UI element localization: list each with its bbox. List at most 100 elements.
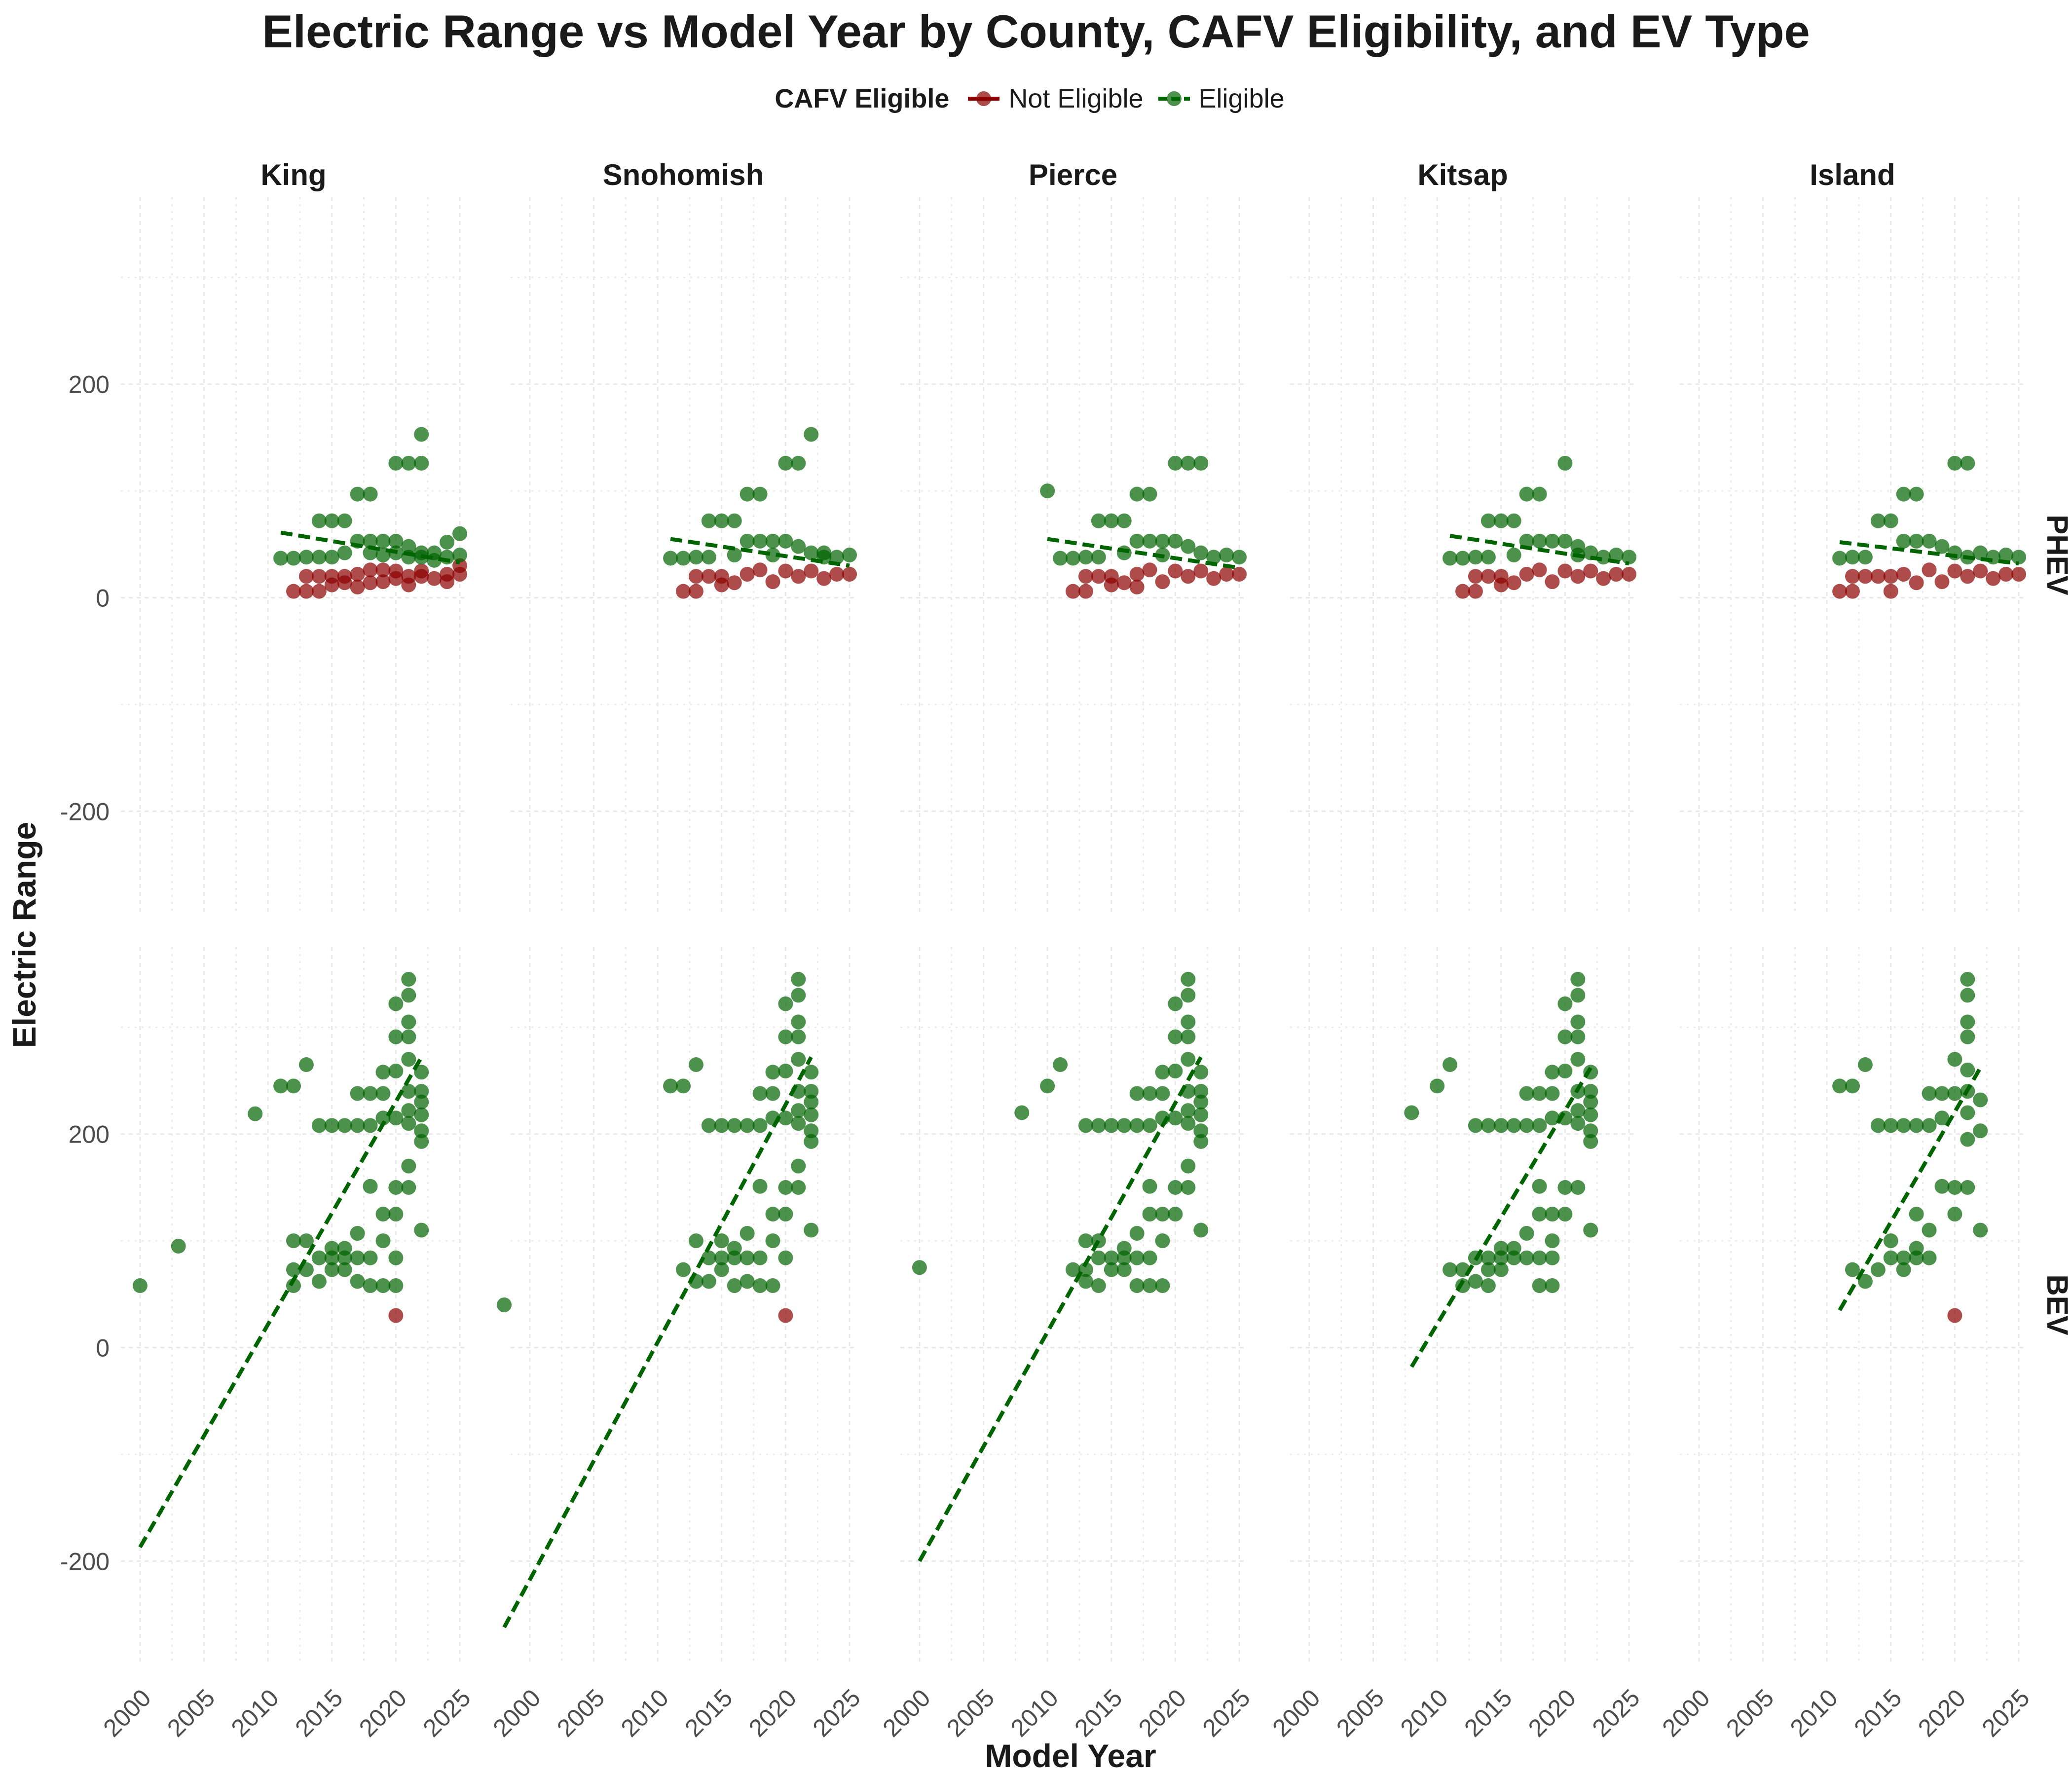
point-eligible bbox=[791, 1180, 806, 1195]
point-eligible bbox=[298, 1057, 314, 1073]
point-eligible bbox=[791, 1052, 806, 1067]
point-not-eligible bbox=[1155, 574, 1170, 590]
point-eligible bbox=[414, 1123, 429, 1139]
point-eligible bbox=[1896, 1250, 1911, 1265]
point-eligible bbox=[1557, 1207, 1573, 1222]
point-eligible bbox=[791, 1158, 806, 1174]
x-tick-label: 2005 bbox=[941, 1684, 999, 1742]
panel-pierce-phev bbox=[1040, 455, 1247, 599]
point-eligible bbox=[663, 551, 678, 566]
point-eligible bbox=[1519, 533, 1534, 549]
point-eligible bbox=[1922, 1118, 1937, 1133]
x-tick-label: 2015 bbox=[1849, 1684, 1907, 1742]
point-eligible bbox=[1570, 971, 1586, 987]
point-eligible bbox=[1934, 1110, 1950, 1126]
point-eligible bbox=[311, 550, 327, 565]
point-eligible bbox=[286, 1078, 301, 1094]
point-not-eligible bbox=[311, 584, 327, 599]
point-not-eligible bbox=[401, 577, 416, 592]
point-eligible bbox=[1583, 1123, 1598, 1139]
point-eligible bbox=[1142, 1179, 1157, 1194]
point-eligible bbox=[414, 427, 429, 442]
point-eligible bbox=[1142, 533, 1157, 549]
point-eligible bbox=[1091, 1250, 1106, 1265]
point-eligible bbox=[1181, 1103, 1196, 1118]
point-eligible bbox=[1480, 1118, 1496, 1133]
point-eligible bbox=[714, 1233, 729, 1249]
point-eligible bbox=[1883, 513, 1898, 528]
point-eligible bbox=[1947, 1052, 1962, 1067]
point-not-eligible bbox=[414, 569, 429, 584]
panel-grid-king-bev bbox=[121, 947, 466, 1663]
point-eligible bbox=[1155, 1086, 1170, 1101]
point-eligible bbox=[311, 1274, 327, 1289]
point-not-eligible bbox=[1609, 566, 1624, 582]
point-eligible bbox=[1545, 1207, 1560, 1222]
point-eligible bbox=[1129, 486, 1145, 502]
point-not-eligible bbox=[765, 574, 780, 590]
point-eligible bbox=[1532, 486, 1547, 502]
point-eligible bbox=[804, 1134, 819, 1149]
point-not-eligible bbox=[1845, 584, 1860, 599]
point-eligible bbox=[791, 988, 806, 1003]
x-tick-label: 2015 bbox=[679, 1684, 738, 1742]
point-eligible bbox=[1857, 1057, 1873, 1073]
point-eligible bbox=[1430, 1078, 1445, 1094]
x-tick-label: 2020 bbox=[1133, 1684, 1191, 1742]
point-eligible bbox=[752, 1086, 768, 1101]
point-eligible bbox=[1870, 1262, 1886, 1277]
point-eligible bbox=[1181, 1116, 1196, 1131]
point-eligible bbox=[1129, 1086, 1145, 1101]
point-not-eligible bbox=[842, 566, 857, 582]
point-eligible bbox=[298, 550, 314, 565]
point-eligible bbox=[1193, 455, 1209, 471]
point-eligible bbox=[740, 1274, 755, 1289]
point-eligible bbox=[1583, 1107, 1598, 1122]
point-eligible bbox=[714, 513, 729, 528]
point-not-eligible bbox=[1168, 563, 1183, 579]
point-not-eligible bbox=[1506, 575, 1521, 591]
point-eligible bbox=[1493, 1118, 1509, 1133]
point-eligible bbox=[714, 1250, 729, 1265]
x-tick-label: 2000 bbox=[1657, 1684, 1715, 1742]
point-eligible bbox=[778, 533, 793, 549]
point-eligible bbox=[1947, 1207, 1962, 1222]
legend-label-not-eligible: Not Eligible bbox=[1008, 84, 1144, 113]
point-eligible bbox=[1116, 1118, 1132, 1133]
point-eligible bbox=[752, 1179, 768, 1194]
point-eligible bbox=[1570, 1180, 1586, 1195]
point-eligible bbox=[414, 1134, 429, 1149]
point-eligible bbox=[1532, 1278, 1547, 1294]
point-not-eligible bbox=[324, 577, 339, 592]
point-eligible bbox=[1570, 1116, 1586, 1131]
x-tick-label: 2010 bbox=[226, 1684, 284, 1742]
point-not-eligible bbox=[1832, 584, 1848, 599]
point-eligible bbox=[804, 1107, 819, 1122]
point-eligible bbox=[765, 1207, 780, 1222]
trend-line-eligible bbox=[1838, 1067, 1982, 1311]
point-eligible bbox=[1922, 1222, 1937, 1238]
point-eligible bbox=[1947, 545, 1962, 560]
point-eligible bbox=[1545, 1278, 1560, 1294]
point-eligible bbox=[298, 1233, 314, 1249]
point-eligible bbox=[1443, 1057, 1458, 1073]
point-eligible bbox=[1116, 1241, 1132, 1256]
point-not-eligible bbox=[1455, 584, 1470, 599]
point-eligible bbox=[1168, 1064, 1183, 1079]
point-eligible bbox=[1545, 533, 1560, 549]
point-eligible bbox=[1570, 1029, 1586, 1044]
point-eligible bbox=[1142, 486, 1157, 502]
point-not-eligible bbox=[727, 575, 742, 591]
point-eligible bbox=[778, 1110, 793, 1126]
point-eligible bbox=[765, 1233, 780, 1249]
facet-strip-king: King bbox=[260, 158, 326, 191]
panel-grid-snohomish-bev bbox=[511, 947, 856, 1663]
point-not-eligible bbox=[1960, 569, 1975, 584]
point-eligible bbox=[676, 1262, 691, 1277]
point-not-eligible bbox=[1845, 569, 1860, 584]
point-not-eligible bbox=[350, 566, 365, 582]
y-tick-label: 200 bbox=[69, 371, 110, 399]
point-eligible bbox=[1066, 551, 1080, 566]
point-eligible bbox=[1168, 1110, 1183, 1126]
point-not-eligible bbox=[791, 569, 806, 584]
